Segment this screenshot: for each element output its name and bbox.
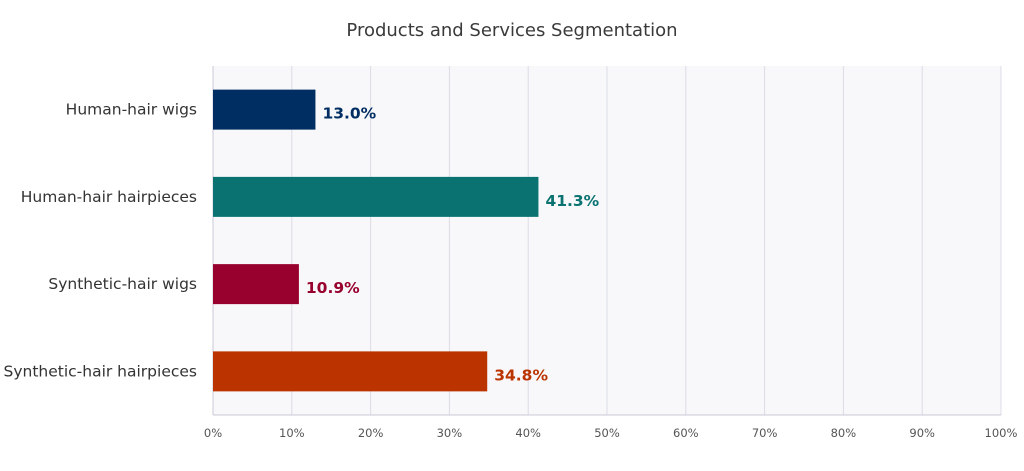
bar <box>213 176 539 217</box>
chart-title: Products and Services Segmentation <box>346 20 677 41</box>
x-tick-label: 100% <box>985 426 1018 440</box>
x-tick-label: 40% <box>515 426 541 440</box>
x-tick-label: 90% <box>909 426 935 440</box>
x-tick-label: 60% <box>673 426 699 440</box>
value-labels: 13.0% 41.3% 10.9% 34.8% <box>306 105 600 385</box>
x-tick-label: 80% <box>831 426 857 440</box>
grid-lines <box>291 66 1002 415</box>
category-label: Human-hair hairpieces <box>21 188 197 206</box>
category-label: Synthetic-hair hairpieces <box>3 362 197 380</box>
data-label: 10.9% <box>306 279 360 297</box>
data-label: 13.0% <box>322 105 376 123</box>
x-tick-labels: 0% 10% 20% 30% 40% 50% 60% 70% 80% 90% 100% <box>204 426 1018 440</box>
x-tick-label: 10% <box>279 426 305 440</box>
category-labels: Human-hair wigs Human-hair hairpieces Synt… <box>3 101 197 381</box>
x-tick-label: 0% <box>204 426 222 440</box>
x-tick-label: 50% <box>594 426 620 440</box>
bar <box>213 351 488 392</box>
bar <box>213 89 316 130</box>
x-tick-label: 70% <box>752 426 778 440</box>
data-label: 41.3% <box>545 192 599 210</box>
bars <box>213 89 539 392</box>
category-label: Human-hair wigs <box>66 101 197 119</box>
bar <box>213 264 299 305</box>
category-label: Synthetic-hair wigs <box>48 275 197 293</box>
x-tick-label: 20% <box>358 426 384 440</box>
x-tick-label: 30% <box>437 426 463 440</box>
data-label: 34.8% <box>494 366 548 384</box>
